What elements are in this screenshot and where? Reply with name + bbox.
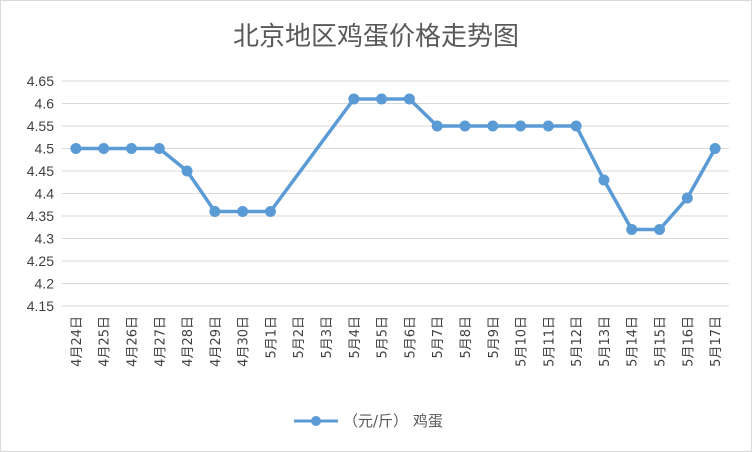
y-axis-tick-labels: 4.15 4.2 4.25 4.3 4.35 4.4 4.45 4.5 4.55 4.6 4.65 (27, 73, 54, 314)
y-tick-label: 4.5 (35, 141, 55, 157)
x-tick-label: 4月29日 (209, 316, 224, 367)
legend-label: （元/斤） 鸡蛋 (343, 412, 443, 430)
series-line-layer (75, 97, 717, 232)
x-axis-tick-labels: 4月24日 4月25日 4月26日 4月27日 4月28日 4月29日 4月30日 5月1日 5… (70, 316, 724, 367)
data-point[interactable] (570, 120, 582, 132)
data-point[interactable] (709, 143, 721, 154)
series-line (75, 97, 717, 232)
y-tick-label: 4.2 (35, 276, 55, 292)
y-tick-label: 4.6 (35, 96, 55, 112)
data-point[interactable] (431, 120, 443, 132)
data-point[interactable] (237, 206, 249, 217)
x-tick-label: 5月17日 (709, 316, 724, 367)
data-point[interactable] (542, 120, 554, 132)
x-tick-label: 5月4日 (348, 316, 363, 359)
data-point[interactable] (403, 93, 415, 105)
x-tick-label: 5月2日 (292, 316, 307, 359)
data-point[interactable] (98, 143, 110, 154)
x-tick-label: 5月16日 (681, 316, 696, 367)
gridlines (62, 80, 729, 307)
x-tick-label: 5月10日 (515, 316, 530, 367)
data-point[interactable] (598, 174, 610, 186)
data-point[interactable] (459, 120, 471, 132)
x-tick-label: 5月14日 (626, 316, 641, 367)
x-tick-label: 5月12日 (570, 316, 585, 367)
x-tick-label: 5月9日 (487, 316, 502, 359)
chart-title: 北京地区鸡蛋价格走势图 (233, 22, 519, 52)
data-point[interactable] (181, 165, 193, 177)
x-tick-label: 5月13日 (598, 316, 613, 367)
data-point[interactable] (626, 224, 638, 235)
x-tick-label: 5月6日 (403, 316, 418, 359)
y-tick-label: 4.35 (27, 208, 54, 224)
x-tick-label: 5月8日 (459, 316, 474, 359)
y-tick-label: 4.25 (27, 253, 54, 269)
data-point[interactable] (153, 143, 165, 154)
x-tick-label: 4月26日 (125, 316, 140, 367)
x-tick-label: 4月24日 (70, 316, 85, 367)
y-tick-label: 4.55 (27, 118, 54, 134)
y-tick-label: 4.3 (35, 231, 55, 247)
y-tick-label: 4.65 (27, 73, 54, 89)
data-point[interactable] (70, 143, 82, 154)
x-tick-label: 4月25日 (98, 316, 113, 367)
x-tick-label: 5月15日 (654, 316, 669, 367)
x-tick-label: 4月30日 (237, 316, 252, 367)
data-point[interactable] (348, 93, 360, 105)
x-tick-label: 5月7日 (431, 316, 446, 359)
y-tick-label: 4.4 (35, 186, 55, 202)
data-point[interactable] (654, 224, 666, 235)
data-point[interactable] (264, 206, 276, 217)
series-points-layer (70, 93, 721, 235)
legend-marker-swatch (311, 416, 321, 426)
x-tick-label: 5月1日 (264, 316, 279, 359)
data-point[interactable] (515, 120, 527, 132)
data-point[interactable] (209, 206, 221, 217)
data-point[interactable] (487, 120, 499, 132)
data-point[interactable] (376, 93, 388, 105)
x-tick-label: 4月27日 (153, 316, 168, 367)
x-tick-label: 5月5日 (376, 316, 391, 359)
legend[interactable]: （元/斤） 鸡蛋 (294, 412, 443, 430)
x-tick-label: 4月28日 (181, 316, 196, 367)
y-tick-label: 4.45 (27, 163, 54, 179)
data-point[interactable] (681, 192, 693, 204)
x-tick-label: 5月11日 (542, 316, 557, 367)
x-tick-label: 5月3日 (320, 316, 335, 359)
data-point[interactable] (125, 143, 137, 154)
y-tick-label: 4.15 (27, 298, 54, 314)
